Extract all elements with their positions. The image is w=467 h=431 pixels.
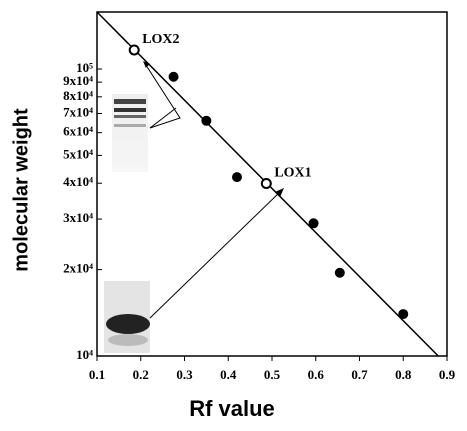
data-point bbox=[336, 269, 344, 277]
gel-lox2 bbox=[112, 94, 148, 172]
data-point bbox=[233, 173, 241, 181]
point-label: LOX1 bbox=[274, 166, 311, 181]
y-axis-title: molecular weight bbox=[10, 108, 32, 272]
y-tick-label: 10⁵ bbox=[76, 60, 93, 75]
chart: Rf value molecular weight 0.1 0.2 0.3 0.4 0.… bbox=[0, 0, 467, 431]
open-point bbox=[262, 179, 271, 188]
y-tick-label: 4x10⁴ bbox=[63, 174, 93, 189]
gel-band bbox=[106, 314, 150, 334]
open-point bbox=[130, 45, 139, 54]
data-point bbox=[202, 117, 210, 125]
x-tick-label: 0.6 bbox=[308, 367, 325, 382]
y-tick-label: 9x10⁴ bbox=[63, 73, 93, 88]
y-tick-label: 10⁴ bbox=[76, 347, 93, 362]
gel-band bbox=[114, 124, 146, 127]
x-tick-label: 0.4 bbox=[220, 367, 237, 382]
gel-band bbox=[108, 334, 148, 346]
arrow-lox1 bbox=[150, 190, 282, 318]
x-tick-label: 0.7 bbox=[351, 367, 368, 382]
arrow-lox2 bbox=[150, 108, 176, 128]
point-label: LOX2 bbox=[142, 32, 179, 47]
y-tick-label: 7x10⁴ bbox=[63, 104, 93, 119]
x-tick-label: 0.8 bbox=[395, 367, 412, 382]
gel-band bbox=[114, 108, 146, 112]
arrows bbox=[144, 62, 283, 318]
data-point bbox=[170, 73, 178, 81]
x-tick-label: 0.1 bbox=[89, 367, 105, 382]
x-tick-label: 0.2 bbox=[133, 367, 149, 382]
y-tick-label: 3x10⁴ bbox=[63, 210, 93, 225]
x-tick-label: 0.9 bbox=[439, 367, 456, 382]
y-tick-label: 5x10⁴ bbox=[63, 146, 93, 161]
x-axis-title: Rf value bbox=[189, 396, 275, 421]
x-tick-label: 0.5 bbox=[264, 367, 281, 382]
y-tick-label: 2x10⁴ bbox=[63, 261, 93, 276]
gel-band bbox=[114, 115, 146, 118]
data-point bbox=[399, 310, 407, 318]
page: Rf value molecular weight 0.1 0.2 0.3 0.4 0.… bbox=[0, 0, 467, 431]
gel-band bbox=[114, 99, 146, 104]
data-point bbox=[310, 219, 318, 227]
x-tick-label: 0.3 bbox=[176, 367, 193, 382]
y-tick-label: 6x10⁴ bbox=[63, 124, 93, 139]
gel-images bbox=[104, 94, 150, 353]
y-tick-label: 8x10⁴ bbox=[63, 88, 93, 103]
